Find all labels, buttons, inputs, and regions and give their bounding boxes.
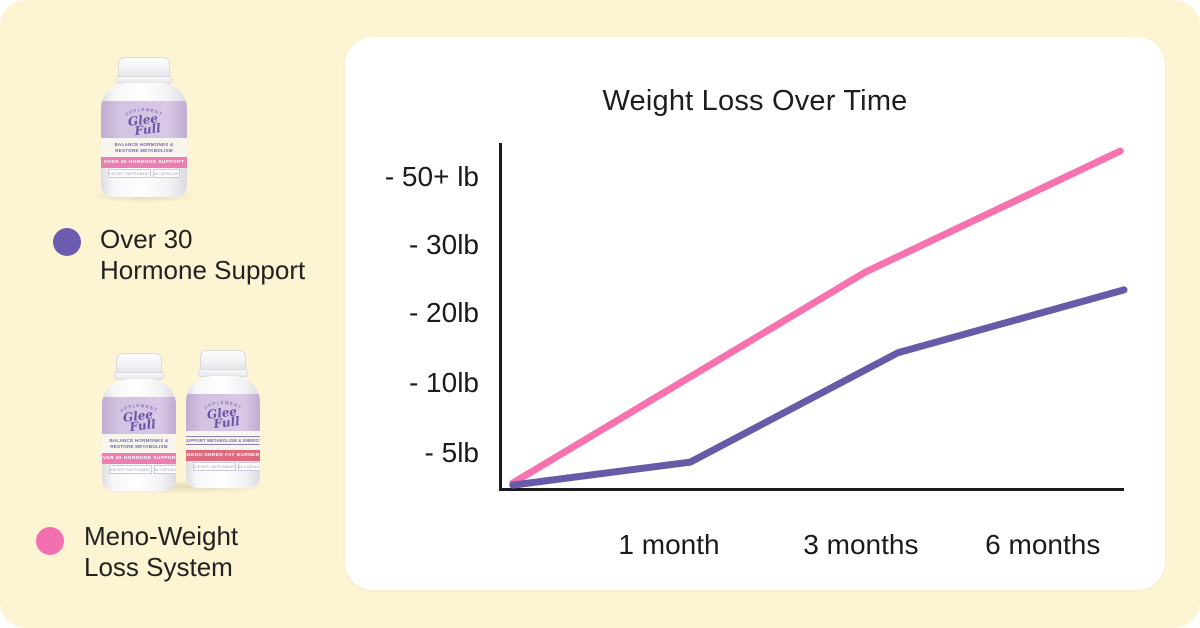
weight-loss-chart bbox=[499, 143, 1128, 491]
gleefull-logo: Glee Full bbox=[122, 406, 157, 434]
bottle-product-band: MENO-SHRED FAT BURNER bbox=[186, 450, 260, 461]
pink-dot-icon bbox=[36, 527, 64, 555]
y-tick-label: - 5lb bbox=[424, 437, 479, 469]
y-tick-label: - 20lb bbox=[408, 297, 479, 329]
supplements-arc-text: SUPPLEMENTS bbox=[113, 401, 158, 413]
series-line-over-30-hormone-support bbox=[509, 286, 1128, 489]
bottle-body: SUPPLEMENTS Glee Full BALANCE HORMONES &… bbox=[102, 379, 176, 491]
y-axis-tick-labels: - 50+ lb - 30lb - 20lb - 10lb - 5lb bbox=[351, 143, 479, 491]
gleefull-logo: Glee Full bbox=[127, 110, 162, 138]
legend-label: Over 30 Hormone Support bbox=[100, 224, 306, 285]
supplements-arc-text: SUPPLEMENTS bbox=[197, 398, 242, 410]
series-line-meno-weight-loss-system bbox=[509, 147, 1124, 487]
bottle-cap bbox=[198, 350, 248, 377]
bottle-claim: SUPPORT METABOLISM & ENERGY bbox=[186, 431, 260, 450]
product-bottle-hormone: SUPPLEMENTS Glee Full BALANCE HORMONES &… bbox=[102, 353, 176, 491]
bottle-product-band: OVER 30 HORMONE SUPPORT bbox=[102, 453, 176, 464]
bottle-info-boxes: DIETARY SUPPLEMENT 60 CAPSULES bbox=[102, 465, 176, 474]
gleefull-logo: Glee Full bbox=[206, 403, 241, 431]
bottle-body: SUPPLEMENTS Glee Full SUPPORT METABOLISM… bbox=[186, 376, 260, 488]
bottle-claim: BALANCE HORMONES & RESTORE METABOLISM bbox=[101, 138, 187, 157]
purple-dot-icon bbox=[53, 228, 81, 256]
bottle-info-boxes: DIETARY SUPPLEMENT 60 CAPSULES bbox=[186, 462, 260, 471]
y-tick-label: - 10lb bbox=[408, 367, 479, 399]
y-tick-label: - 30lb bbox=[408, 228, 479, 260]
bottle-claim: BALANCE HORMONES & RESTORE METABOLISM bbox=[102, 434, 176, 453]
product-bottle-fatburner: SUPPLEMENTS Glee Full SUPPORT METABOLISM… bbox=[186, 350, 260, 488]
chart-card: Weight Loss Over Time - 50+ lb - 30lb - 20… bbox=[345, 37, 1165, 590]
bottle-label-top: SUPPLEMENTS Glee Full bbox=[186, 394, 260, 431]
product-image-hormone-single: SUPPLEMENTS Glee Full BALANCE HORMONES &… bbox=[101, 57, 187, 197]
bottle-product-band: OVER 30 HORMONE SUPPORT bbox=[101, 157, 187, 168]
chart-title: Weight Loss Over Time bbox=[602, 85, 908, 117]
x-tick-label: 6 months bbox=[985, 529, 1101, 560]
bottle-cap bbox=[114, 353, 164, 380]
bottle-info-boxes: DIETARY SUPPLEMENT 60 CAPSULES bbox=[101, 169, 187, 178]
bottle-body: SUPPLEMENTS Glee Full BALANCE HORMONES &… bbox=[101, 83, 187, 197]
legend-label: Meno-Weight Loss System bbox=[84, 521, 239, 582]
x-axis-tick-labels: 1 month 3 months 6 months bbox=[499, 527, 1124, 563]
y-tick-label: - 50+ lb bbox=[384, 161, 479, 193]
supplements-arc-text: SUPPLEMENTS bbox=[118, 105, 163, 117]
bottle-label-top: SUPPLEMENTS Glee Full bbox=[102, 397, 176, 434]
bottle-label-top: SUPPLEMENTS Glee Full bbox=[101, 101, 187, 138]
x-tick-label: 1 month bbox=[618, 529, 720, 560]
x-tick-label: 3 months bbox=[803, 529, 919, 560]
bottle-cap bbox=[116, 57, 172, 84]
